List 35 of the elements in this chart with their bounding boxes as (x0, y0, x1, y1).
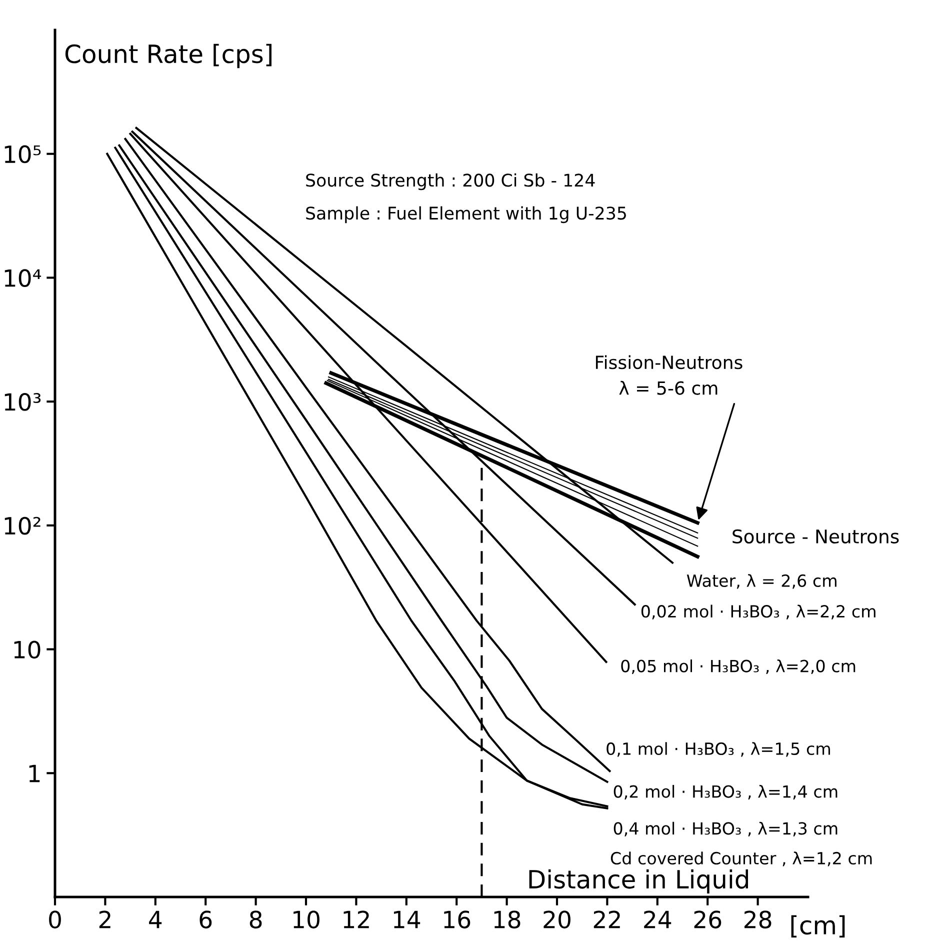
x-tick-label: 26 (694, 910, 722, 928)
x-tick-label: 14 (394, 910, 420, 928)
x-tick-label: 2 (99, 910, 110, 928)
x-tick-label: 22 (594, 910, 620, 928)
x-axis-title: Distance in Liquid (529, 869, 748, 894)
series-label: 0,02 mol · H₃BO₃ , λ=2,2 cm (641, 604, 876, 620)
y-tick-label: 1 (29, 764, 40, 782)
x-tick-label: 20 (544, 910, 570, 928)
x-tick-label: 8 (250, 910, 262, 928)
text: [cm] (791, 915, 845, 938)
y-tick-label: 10³ (4, 393, 41, 411)
x-tick-label: 24 (644, 910, 672, 928)
x-tick-label: 18 (494, 910, 520, 928)
series-label: 0,4 mol · H₃BO₃ , λ=1,3 cm (614, 822, 838, 836)
y-tick-label: 10⁵ (4, 145, 41, 164)
y-axis-title: Count Rate [cps] (65, 44, 272, 68)
y-tick-label: 10² (4, 516, 40, 535)
annotation: Source - Neutrons (732, 529, 899, 544)
x-tick-label: 0 (49, 910, 61, 928)
series-label: 0,05 mol · H₃BO₃ , λ=2,0 cm (621, 659, 856, 674)
text: Cd covered Counter , λ=1,2 cm (610, 852, 872, 866)
y-tick-label: 10⁴ (4, 269, 42, 288)
series-label: Water, λ = 2,6 cm (686, 574, 836, 589)
annotation: Sample : Fuel Element with 1g U-235 (306, 206, 626, 224)
y-tick-label: 10 (14, 640, 40, 659)
x-tick-label: 4 (149, 910, 162, 928)
x-tick-label: 10 (294, 910, 320, 928)
x-tick-label: 28 (744, 910, 772, 928)
x-tick-label: 6 (200, 910, 212, 928)
x-tick-label: 16 (444, 910, 470, 928)
x-tick-label: 12 (344, 910, 369, 928)
series-label: 0,2 mol · H₃BO₃ , λ=1,4 cm (614, 784, 838, 800)
annotation: Source Strength : 200 Ci Sb - 124 (306, 173, 595, 190)
annotation: Fission-Neutrons λ = 5-6 cm (596, 355, 742, 395)
series-label: 0,1 mol · H₃BO₃ , λ=1,5 cm (606, 742, 830, 757)
